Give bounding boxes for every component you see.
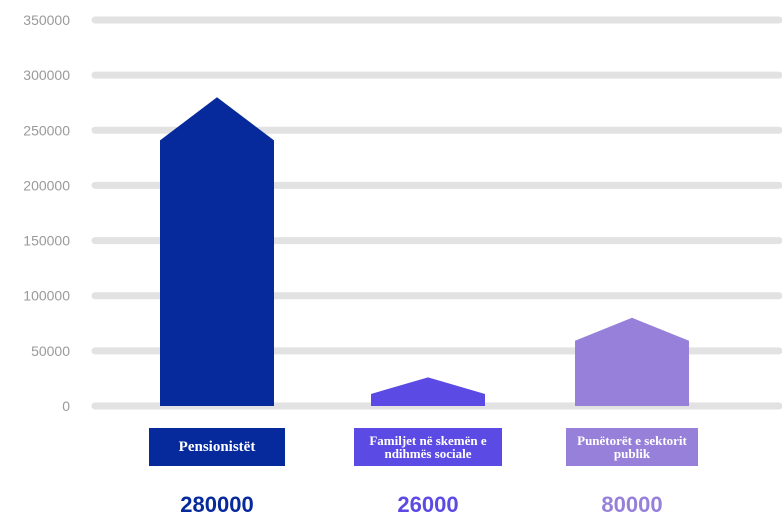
- y-tick-label: 200000: [23, 177, 70, 193]
- y-tick-label: 100000: [23, 288, 70, 304]
- value-label-familjet: 26000: [397, 492, 459, 517]
- category-label-pensionistet: Pensionistët: [149, 428, 285, 466]
- bar-punetoret: [575, 317, 689, 406]
- value-label-pensionistet: 280000: [180, 492, 254, 517]
- y-tick-label: 300000: [23, 67, 70, 83]
- y-tick-label: 50000: [31, 343, 70, 359]
- bar-familjet: [371, 377, 485, 406]
- category-label-familjet: Familjet në skemën e ndihmës sociale: [354, 428, 502, 466]
- y-tick-label: 350000: [23, 12, 70, 28]
- y-tick-label: 250000: [23, 122, 70, 138]
- category-label-punetoret: Punëtorët e sektorit publik: [566, 428, 698, 466]
- y-tick-label: 150000: [23, 233, 70, 249]
- y-tick-label: 0: [62, 398, 70, 414]
- bar-pensionistet: [160, 97, 274, 406]
- value-label-punetoret: 80000: [601, 492, 663, 517]
